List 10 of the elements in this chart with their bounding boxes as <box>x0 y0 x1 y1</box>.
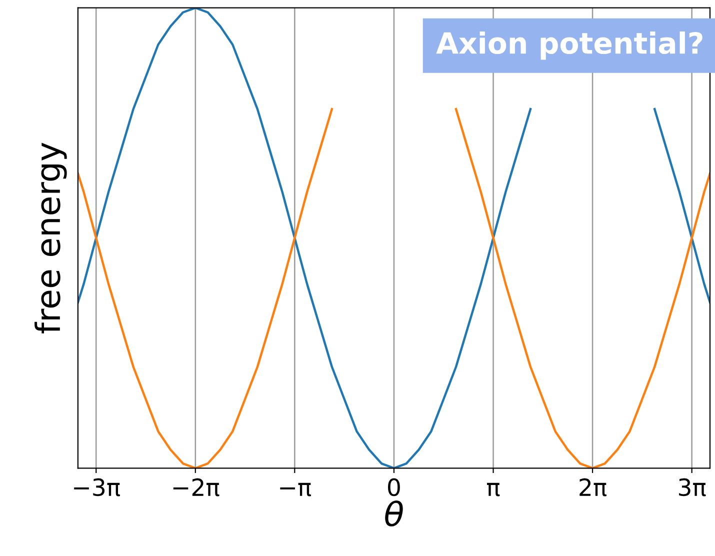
x-tick-label: −2π <box>173 478 220 496</box>
x-tick-label: 2π <box>580 478 606 496</box>
text: Axion potential? <box>436 31 702 60</box>
x-tick-label: 3π <box>679 478 706 496</box>
x-axis-title: θ <box>385 500 403 526</box>
x-tick-label: 0 <box>388 478 400 496</box>
x-tick-label: −π <box>280 482 312 496</box>
x-tick-label: −3π <box>74 478 120 496</box>
y-axis-title: free energy <box>34 142 67 334</box>
x-tick-label: π <box>487 482 500 496</box>
